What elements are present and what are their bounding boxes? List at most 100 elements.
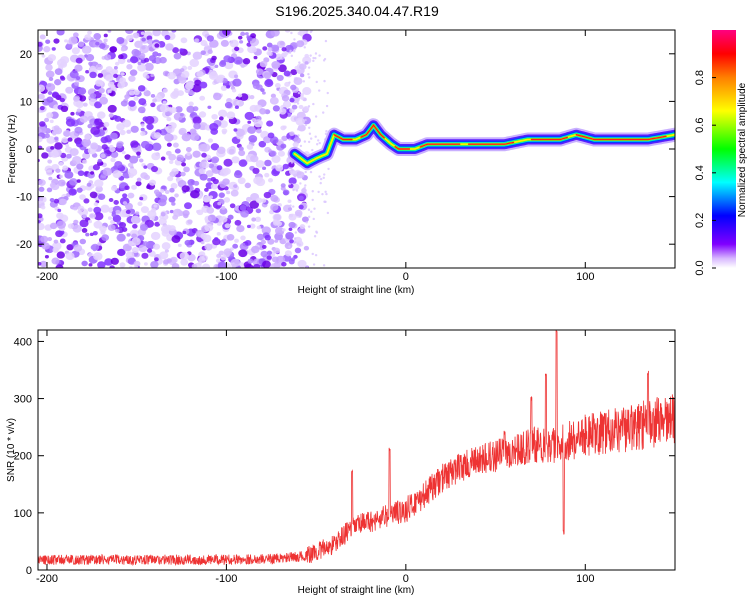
- noise-speckle: [143, 165, 148, 169]
- noise-speckle: [82, 214, 87, 219]
- noise-speckle: [96, 111, 106, 119]
- noise-speckle: [150, 260, 159, 268]
- noise-speckle: [74, 126, 83, 134]
- noise-speckle: [222, 167, 231, 175]
- noise-speckle: [144, 62, 154, 71]
- noise-speckle: [130, 140, 139, 148]
- noise-speckle: [249, 95, 255, 100]
- noise-speckle: [284, 30, 291, 33]
- noise-speckle: [133, 89, 140, 96]
- noise-speckle: [315, 231, 319, 234]
- noise-speckle: [140, 206, 149, 214]
- noise-speckle: [255, 128, 262, 134]
- snr-panel: -200 -100 0 100 0 100 200 300 400 Height of str…: [6, 329, 676, 596]
- noise-speckle: [103, 121, 110, 127]
- noise-speckle: [218, 116, 224, 121]
- noise-speckle: [223, 158, 233, 167]
- noise-speckle: [206, 207, 215, 214]
- noise-speckle: [319, 181, 322, 185]
- colorbar-tick-label: 0.4: [694, 165, 706, 180]
- snr-y-tick-label: 200: [14, 451, 32, 463]
- noise-speckle: [112, 115, 118, 120]
- noise-speckle: [164, 133, 174, 142]
- noise-speckle: [131, 237, 141, 246]
- noise-speckle: [44, 117, 50, 123]
- noise-speckle: [234, 105, 239, 110]
- noise-speckle: [171, 263, 180, 268]
- noise-speckle: [314, 56, 317, 60]
- noise-speckle: [326, 211, 330, 215]
- spectrogram-y-ticks: 20 10 0 -10 -20: [16, 49, 675, 251]
- noise-speckle: [274, 82, 281, 89]
- noise-speckle: [235, 128, 245, 137]
- noise-speckle: [234, 238, 239, 243]
- noise-speckle: [314, 115, 318, 118]
- signal-track-core: [419, 143, 461, 148]
- noise-speckle: [217, 109, 228, 118]
- noise-speckle: [66, 153, 72, 159]
- noise-speckle: [206, 35, 215, 42]
- noise-speckle: [101, 234, 110, 241]
- noise-speckle: [147, 39, 154, 45]
- noise-speckle: [299, 224, 306, 229]
- noise-speckle: [112, 170, 122, 179]
- noise-speckle: [274, 239, 279, 243]
- noise-speckle: [153, 189, 160, 195]
- noise-speckle: [49, 182, 56, 188]
- noise-speckle: [201, 152, 207, 158]
- noise-speckle: [288, 81, 291, 84]
- noise-speckle: [193, 122, 201, 130]
- noise-speckle: [272, 219, 279, 224]
- noise-speckle: [271, 61, 281, 69]
- noise-speckle: [199, 95, 206, 101]
- noise-speckle: [119, 262, 126, 268]
- noise-speckle: [217, 146, 226, 155]
- noise-speckle: [270, 93, 276, 99]
- noise-speckle: [54, 79, 62, 86]
- noise-speckle: [299, 182, 302, 185]
- noise-speckle: [232, 78, 242, 87]
- noise-speckle: [131, 184, 137, 190]
- noise-speckle: [45, 64, 53, 71]
- snr-frame: [37, 329, 676, 571]
- noise-speckle: [296, 242, 300, 245]
- noise-speckle: [187, 65, 193, 71]
- noise-speckle: [157, 198, 167, 207]
- noise-speckle: [54, 136, 59, 141]
- noise-speckle: [224, 101, 233, 109]
- noise-speckle: [303, 245, 310, 251]
- noise-speckle: [190, 132, 200, 141]
- noise-speckle: [172, 142, 179, 148]
- noise-speckle: [116, 142, 123, 149]
- noise-speckle: [180, 37, 188, 44]
- noise-speckle: [170, 182, 178, 189]
- noise-speckle: [307, 208, 311, 211]
- noise-speckle: [307, 72, 310, 76]
- noise-speckle: [262, 46, 268, 51]
- noise-speckle: [297, 134, 300, 137]
- noise-speckle: [176, 154, 185, 162]
- noise-speckle: [142, 116, 149, 122]
- noise-speckle: [276, 255, 286, 264]
- noise-speckle: [167, 106, 173, 112]
- noise-speckle: [137, 61, 142, 66]
- noise-speckle: [45, 83, 56, 92]
- noise-speckle: [115, 228, 120, 233]
- noise-speckle: [288, 213, 297, 221]
- noise-speckle: [125, 30, 134, 35]
- noise-speckle: [181, 162, 187, 167]
- snr-y-tick-label: 400: [14, 336, 32, 348]
- noise-speckle: [222, 130, 227, 135]
- noise-speckle: [103, 33, 108, 38]
- noise-speckle: [127, 192, 135, 199]
- noise-speckle: [104, 258, 113, 266]
- noise-speckle: [168, 153, 177, 161]
- noise-speckle: [253, 119, 263, 128]
- noise-speckle: [244, 111, 255, 121]
- noise-speckle: [292, 205, 295, 208]
- noise-speckle: [71, 47, 80, 55]
- noise-speckle: [140, 131, 146, 137]
- noise-speckle: [304, 123, 308, 127]
- colorbar-tick-label: 0.0: [694, 260, 706, 275]
- spectrogram-y-tick-label: 10: [20, 96, 32, 108]
